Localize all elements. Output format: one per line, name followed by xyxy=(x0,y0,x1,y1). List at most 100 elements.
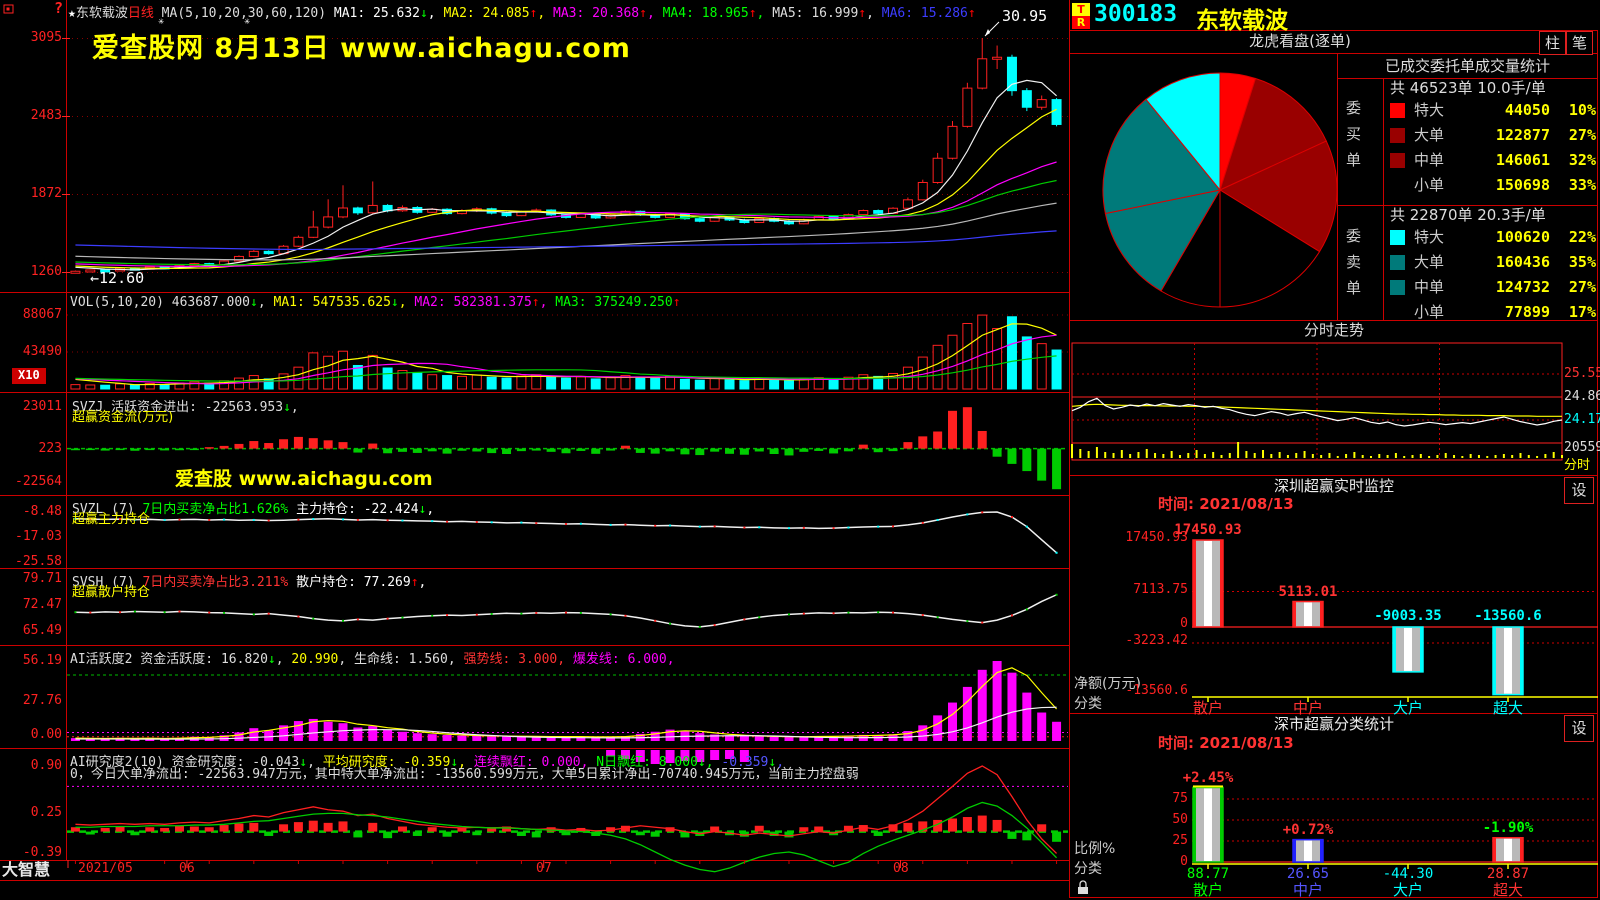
order-row-name: 大单 xyxy=(1414,126,1445,144)
sell-summary: 共 22870单 20.3手/单 xyxy=(1390,206,1546,224)
classify-value: -44.30 xyxy=(1382,866,1434,882)
header-segment: MA3: 375249.250 xyxy=(555,295,673,310)
monitor-category: 散户 xyxy=(1192,699,1223,717)
watermark-aichagu-2: 爱查股 www.aichagu.com xyxy=(175,468,433,490)
header-segment: -0.359 xyxy=(721,755,769,770)
order-row-name: 特大 xyxy=(1414,228,1445,246)
order-row-name: 中单 xyxy=(1414,278,1445,296)
header-segment: , xyxy=(418,575,427,590)
header-segment: ★ xyxy=(68,6,76,21)
header-segment: MA5: 16.999 xyxy=(772,6,859,21)
panel-title-monitor: 深圳超赢实时监控 xyxy=(1273,477,1394,495)
bar-mode-button[interactable]: 柱 xyxy=(1539,31,1566,55)
header-segment: SVZJ 活跃资金进出: -22563.953 xyxy=(72,400,284,415)
order-row-pct: 35% xyxy=(1568,253,1596,271)
order-row-value: 100620 xyxy=(1495,228,1550,246)
minichart-axis-label: 24.17 xyxy=(1564,412,1600,427)
header-segment: ↑ xyxy=(529,6,538,21)
monitor-settings-button[interactable]: 设 xyxy=(1564,477,1594,504)
y-axis-label: -0.39 xyxy=(22,845,62,860)
y-axis-label: -17.03 xyxy=(15,529,62,544)
header-segment: , xyxy=(275,652,292,667)
header-segment: , xyxy=(290,400,299,415)
y-axis-label: -22564 xyxy=(15,474,62,489)
pie-slice-卖大单 xyxy=(1102,98,1221,215)
header-segment: SVSH (7) xyxy=(72,575,143,590)
classify-category: 大户 xyxy=(1392,881,1423,899)
minichart-axis-label: 24.86 xyxy=(1564,389,1600,404)
header-segment: SVZL (7) xyxy=(72,502,143,517)
svzl-header: SVZL (7) 7日内买卖净占比1.626% 主力持仓: -22.424↓, xyxy=(72,498,434,517)
header-segment: , xyxy=(539,295,556,310)
header-segment: 散户持仓: 77.269 xyxy=(288,575,411,590)
annotation-low: ←12.60 xyxy=(90,269,145,287)
y-axis-label: 2483 xyxy=(30,108,62,123)
y-axis-label: 72.47 xyxy=(22,597,62,612)
header-segment: ↓ xyxy=(419,6,428,21)
order-row-pct: 10% xyxy=(1568,101,1596,119)
header-segment: ↓ xyxy=(250,295,258,310)
classify-settings-button[interactable]: 设 xyxy=(1564,715,1594,742)
y-axis-label: 1260 xyxy=(30,264,62,279)
svzj-header: SVZJ 活跃资金进出: -22563.953↓, xyxy=(72,396,299,415)
header-segment: AI研究度2(10) 资金研究度: -0.043 xyxy=(70,755,300,770)
y-axis-label: 27.76 xyxy=(22,693,62,708)
svsh-header: SVSH (7) 7日内买卖净占比3.211% 散户持仓: 77.269↑, xyxy=(72,571,426,590)
buy-summary: 共 46523单 10.0手/单 xyxy=(1390,79,1546,97)
header-segment: , xyxy=(458,755,474,770)
classify-value: 26.65 xyxy=(1286,866,1330,882)
pie-slice-卖中单 xyxy=(1104,189,1221,292)
monitor-ylabel: 净额(万元) xyxy=(1074,676,1141,692)
header-segment: , 生命线: 1.560, xyxy=(338,652,464,667)
x10-badge: X10 xyxy=(12,368,46,384)
minichart-axis-label: 25.55 xyxy=(1564,366,1600,381)
classify-value: 88.77 xyxy=(1186,866,1230,882)
header-segment: ↑ xyxy=(748,6,757,21)
header-segment: , xyxy=(427,6,444,21)
panel-title-longhu: 龙虎看盘(逐单) xyxy=(1249,32,1351,50)
header-segment: ↑ xyxy=(858,6,867,21)
header-segment: MA1: 25.632 xyxy=(333,6,420,21)
y-axis-label: 0.00 xyxy=(30,727,62,742)
minichart-axis-label: 分时 xyxy=(1564,458,1591,473)
pen-mode-button[interactable]: 笔 xyxy=(1566,31,1593,55)
monitor-xlabel: 分类 xyxy=(1074,696,1102,712)
classify-time: 时间: 2021/08/13 xyxy=(1158,734,1294,752)
y-axis-label: -25.58 xyxy=(15,554,62,569)
panel-title-classify: 深市超赢分类统计 xyxy=(1273,715,1394,733)
order-row-name: 大单 xyxy=(1414,253,1445,271)
classify-pct-label: -1.90% xyxy=(1482,820,1534,836)
header-segment: ↑ xyxy=(639,6,647,21)
vol-header: VOL(5,10,20) 463687.000↓, MA1: 547535.62… xyxy=(70,295,681,310)
header-segment: 平均研究度: -0.359 xyxy=(322,755,451,770)
monitor-bar-value: 5113.01 xyxy=(1278,584,1338,600)
order-row-pct: 32% xyxy=(1568,151,1596,169)
pie-slice-卖特大 xyxy=(1145,72,1221,192)
classify-category: 散户 xyxy=(1192,881,1223,899)
classify-y-label: 25 xyxy=(1172,833,1188,848)
header-segment: ↑ xyxy=(672,295,681,310)
x-axis-month-label: 06 xyxy=(179,861,195,876)
order-row-name: 小单 xyxy=(1414,303,1445,321)
classify-category: 中户 xyxy=(1292,881,1323,899)
header-segment: 主力持仓: -22.424 xyxy=(288,502,419,517)
panel-title-fenshi: 分时走势 xyxy=(1303,321,1364,339)
monitor-bar-value: 17450.93 xyxy=(1174,522,1242,538)
header-segment: N日飘红: 8.000 xyxy=(596,755,698,770)
badge-t: T xyxy=(1072,3,1090,16)
header-segment: 强势线: 3.000, xyxy=(463,652,573,667)
research-header: AI研究度2(10) 资金研究度: -0.043 ↓, 平均研究度: -0.359… xyxy=(70,751,784,770)
monitor-bar-value: -13560.6 xyxy=(1474,608,1542,624)
monitor-category: 中户 xyxy=(1292,699,1323,717)
order-side-label: 委 xyxy=(1346,227,1362,245)
header-segment: ↓ xyxy=(267,652,276,667)
y-axis-label: 43490 xyxy=(22,344,62,359)
x-axis-month-label: 2021/05 xyxy=(78,861,133,876)
help-icon[interactable]: ? xyxy=(54,0,64,17)
y-axis-label: 23011 xyxy=(22,399,62,414)
header-segment: ↓ xyxy=(768,755,777,770)
header-segment: , xyxy=(426,502,435,517)
pie-slice-买中单 xyxy=(1218,140,1338,253)
